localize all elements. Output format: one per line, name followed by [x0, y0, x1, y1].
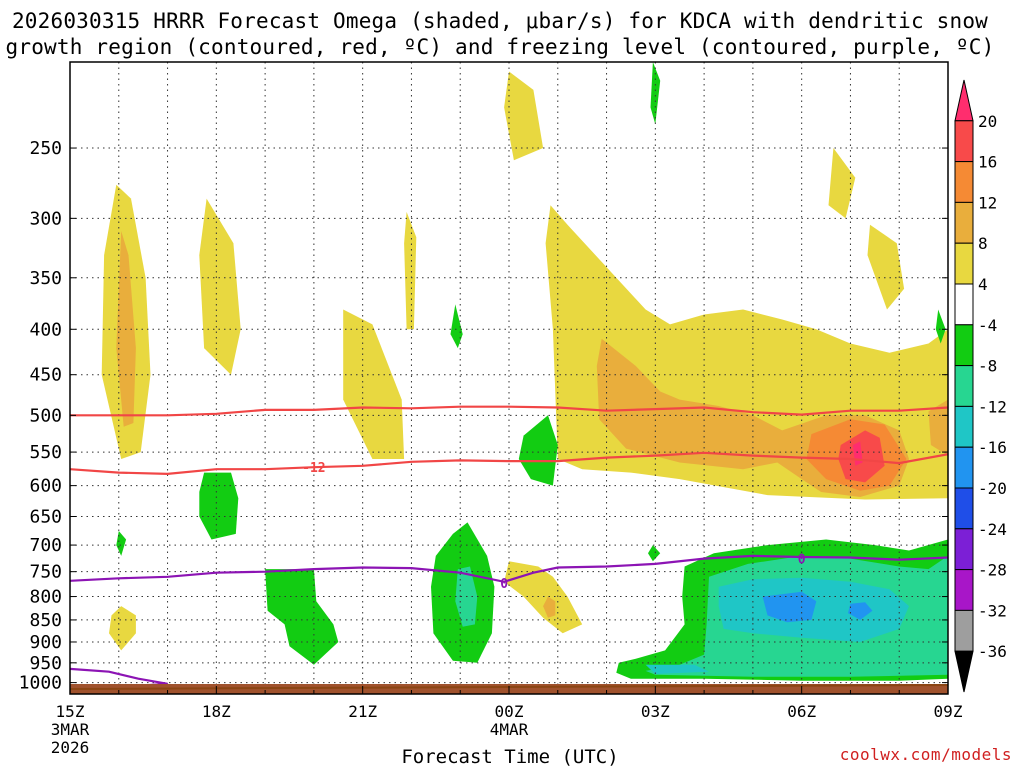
y-tick-label-500: 500 — [29, 405, 62, 426]
colorbar-swatch-9 — [954, 446, 974, 489]
chart-title-line2: growth region (contoured, red, ºC) and f… — [5, 35, 995, 59]
colorbar-label-4: 4 — [978, 275, 988, 294]
x-tick-label-09Z: 09Z — [934, 702, 963, 721]
y-tick-label-400: 400 — [29, 319, 62, 340]
plot-frame — [69, 61, 949, 695]
colorbar-label-7: -12 — [978, 397, 1007, 416]
colorbar-swatch-10 — [954, 487, 974, 530]
colorbar-swatch-5 — [954, 283, 974, 326]
omega-region-4 — [404, 211, 417, 330]
x-tick-label-03Z: 03Z — [641, 702, 670, 721]
x-tick-label-15Z: 15Z — [56, 702, 85, 721]
omega-region-30 — [762, 591, 817, 623]
colorbar-label-1: 16 — [978, 153, 997, 172]
y-tick-label-750: 750 — [29, 562, 62, 583]
colorbar-swatch-8 — [954, 405, 974, 448]
colorbar-label-13: -36 — [978, 642, 1007, 661]
x-tick-sublabel-3MAR: 3MAR — [51, 720, 90, 739]
omega-region-14 — [504, 561, 583, 634]
omega-region-23 — [650, 62, 661, 125]
omega-region-32 — [645, 664, 709, 674]
colorbar-swatch-14 — [954, 650, 974, 693]
contour-label-1-0: -12 — [302, 461, 325, 476]
x-tick-label-06Z: 06Z — [787, 702, 816, 721]
colorbar-label-12: -32 — [978, 601, 1007, 620]
y-tick-label-450: 450 — [29, 365, 62, 386]
y-tick-label-950: 950 — [29, 653, 62, 674]
omega-region-18 — [265, 569, 339, 665]
colorbar-label-6: -8 — [978, 357, 997, 376]
x-tick-label-00Z: 00Z — [495, 702, 524, 721]
x-tick-sublabel-4MAR: 4MAR — [490, 720, 529, 739]
colorbar-label-3: 8 — [978, 234, 988, 253]
y-tick-label-600: 600 — [29, 476, 62, 497]
omega-region-3 — [343, 309, 405, 459]
contour-line-1 — [70, 451, 948, 476]
colorbar-swatch-1 — [954, 120, 974, 163]
omega-region-15 — [543, 596, 556, 618]
colorbar-swatch-11 — [954, 528, 974, 571]
contour-line-0 — [70, 405, 948, 417]
contour-label-2-1: 0 — [798, 553, 806, 568]
colorbar-swatch-3 — [954, 201, 974, 244]
omega-region-16 — [109, 606, 136, 651]
source-credit: coolwx.com/models — [839, 745, 1012, 764]
omega-region-21 — [518, 415, 558, 486]
y-tick-label-650: 650 — [29, 506, 62, 527]
omega-region-24 — [935, 309, 946, 344]
colorbar-swatch-7 — [954, 365, 974, 407]
colorbar-label-8: -16 — [978, 438, 1007, 457]
omega-region-26 — [648, 545, 661, 562]
y-tick-label-700: 700 — [29, 535, 62, 556]
contour-label-2-0: 0 — [500, 577, 508, 592]
chart-title: 2026030315 HRRR Forecast Omega (shaded, … — [0, 8, 1000, 60]
colorbar-label-5: -4 — [978, 316, 997, 335]
y-tick-label-550: 550 — [29, 442, 62, 463]
y-tick-label-900: 900 — [29, 632, 62, 653]
x-tick-label-21Z: 21Z — [348, 702, 377, 721]
colorbar-label-2: 12 — [978, 193, 997, 212]
colorbar-swatch-2 — [954, 161, 974, 203]
x-axis-label: Forecast Time (UTC) — [401, 746, 619, 768]
chart-title-line1: 2026030315 HRRR Forecast Omega (shaded, … — [11, 9, 989, 33]
omega-region-5 — [504, 71, 544, 161]
y-tick-label-1000: 1000 — [19, 673, 62, 694]
y-tick-label-350: 350 — [29, 268, 62, 289]
omega-region-2 — [199, 198, 241, 375]
colorbar-label-9: -20 — [978, 479, 1007, 498]
x-tick-sublabel2-2026: 2026 — [51, 738, 90, 757]
y-tick-label-250: 250 — [29, 138, 62, 159]
omega-region-7 — [867, 224, 905, 310]
omega-region-25 — [116, 531, 127, 556]
omega-region-17 — [199, 472, 239, 540]
omega-region-10 — [928, 399, 948, 456]
colorbar-label-0: 20 — [978, 112, 997, 131]
omega-region-6 — [828, 148, 856, 219]
y-tick-label-850: 850 — [29, 610, 62, 631]
colorbar-swatch-6 — [954, 324, 974, 367]
contour-line-2 — [70, 554, 948, 583]
colorbar-label-11: -28 — [978, 561, 1007, 580]
x-tick-label-18Z: 18Z — [202, 702, 231, 721]
colorbar-label-10: -24 — [978, 520, 1007, 539]
colorbar-swatch-4 — [954, 242, 974, 285]
colorbar-swatch-13 — [954, 609, 974, 652]
colorbar-swatch-12 — [954, 569, 974, 611]
omega-region-22 — [450, 304, 463, 349]
colorbar-swatch-0 — [954, 79, 974, 122]
y-tick-label-300: 300 — [29, 208, 62, 229]
omega-region-31 — [848, 602, 873, 620]
y-tick-label-800: 800 — [29, 587, 62, 608]
